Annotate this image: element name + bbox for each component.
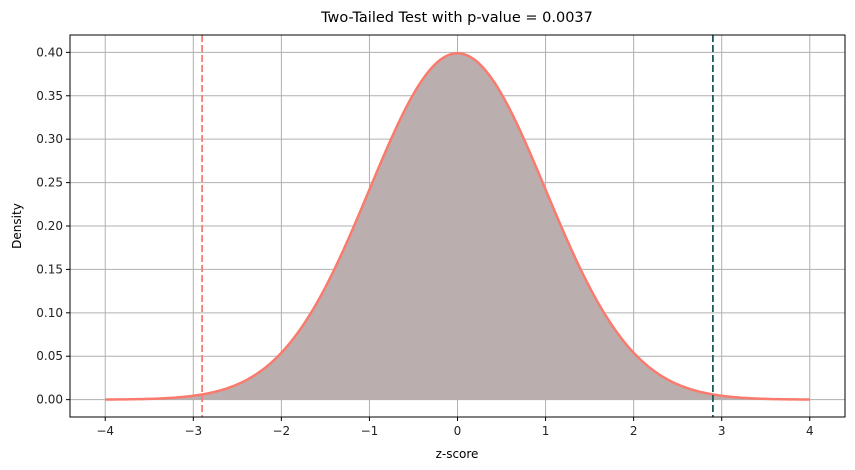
plot-area xyxy=(105,35,810,417)
x-tick-label: 1 xyxy=(542,424,550,438)
x-axis-title: z-score xyxy=(436,447,479,461)
density-curve xyxy=(105,52,810,401)
x-tick-label: 0 xyxy=(454,424,462,438)
x-tick-label: 4 xyxy=(806,424,814,438)
x-tick-label: 3 xyxy=(718,424,726,438)
y-tick-label: 0.15 xyxy=(36,262,63,276)
y-tick-label: 0.25 xyxy=(36,176,63,190)
x-tick-label: 2 xyxy=(630,424,638,438)
x-tick-label: −4 xyxy=(96,424,114,438)
x-tick-label: −1 xyxy=(361,424,379,438)
x-tick-label: −2 xyxy=(273,424,291,438)
x-tick-label: −3 xyxy=(184,424,202,438)
y-tick-label: 0.10 xyxy=(36,306,63,320)
chart-title: Two-Tailed Test with p-value = 0.0037 xyxy=(320,10,593,26)
y-tick-label: 0.30 xyxy=(36,132,63,146)
y-tick-label: 0.20 xyxy=(36,219,63,233)
y-tick-label: 0.00 xyxy=(36,393,63,407)
density-area xyxy=(105,53,810,400)
x-axis: −4 −3 −2 −1 0 1 2 3 4 xyxy=(96,417,814,438)
y-axis-title: Density xyxy=(10,203,24,249)
y-tick-label: 0.35 xyxy=(36,89,63,103)
y-axis: 0.00 0.05 0.10 0.15 0.20 0.25 0.30 0.35 0.40 xyxy=(36,45,70,407)
y-tick-label: 0.40 xyxy=(36,45,63,59)
y-tick-label: 0.05 xyxy=(36,349,63,363)
